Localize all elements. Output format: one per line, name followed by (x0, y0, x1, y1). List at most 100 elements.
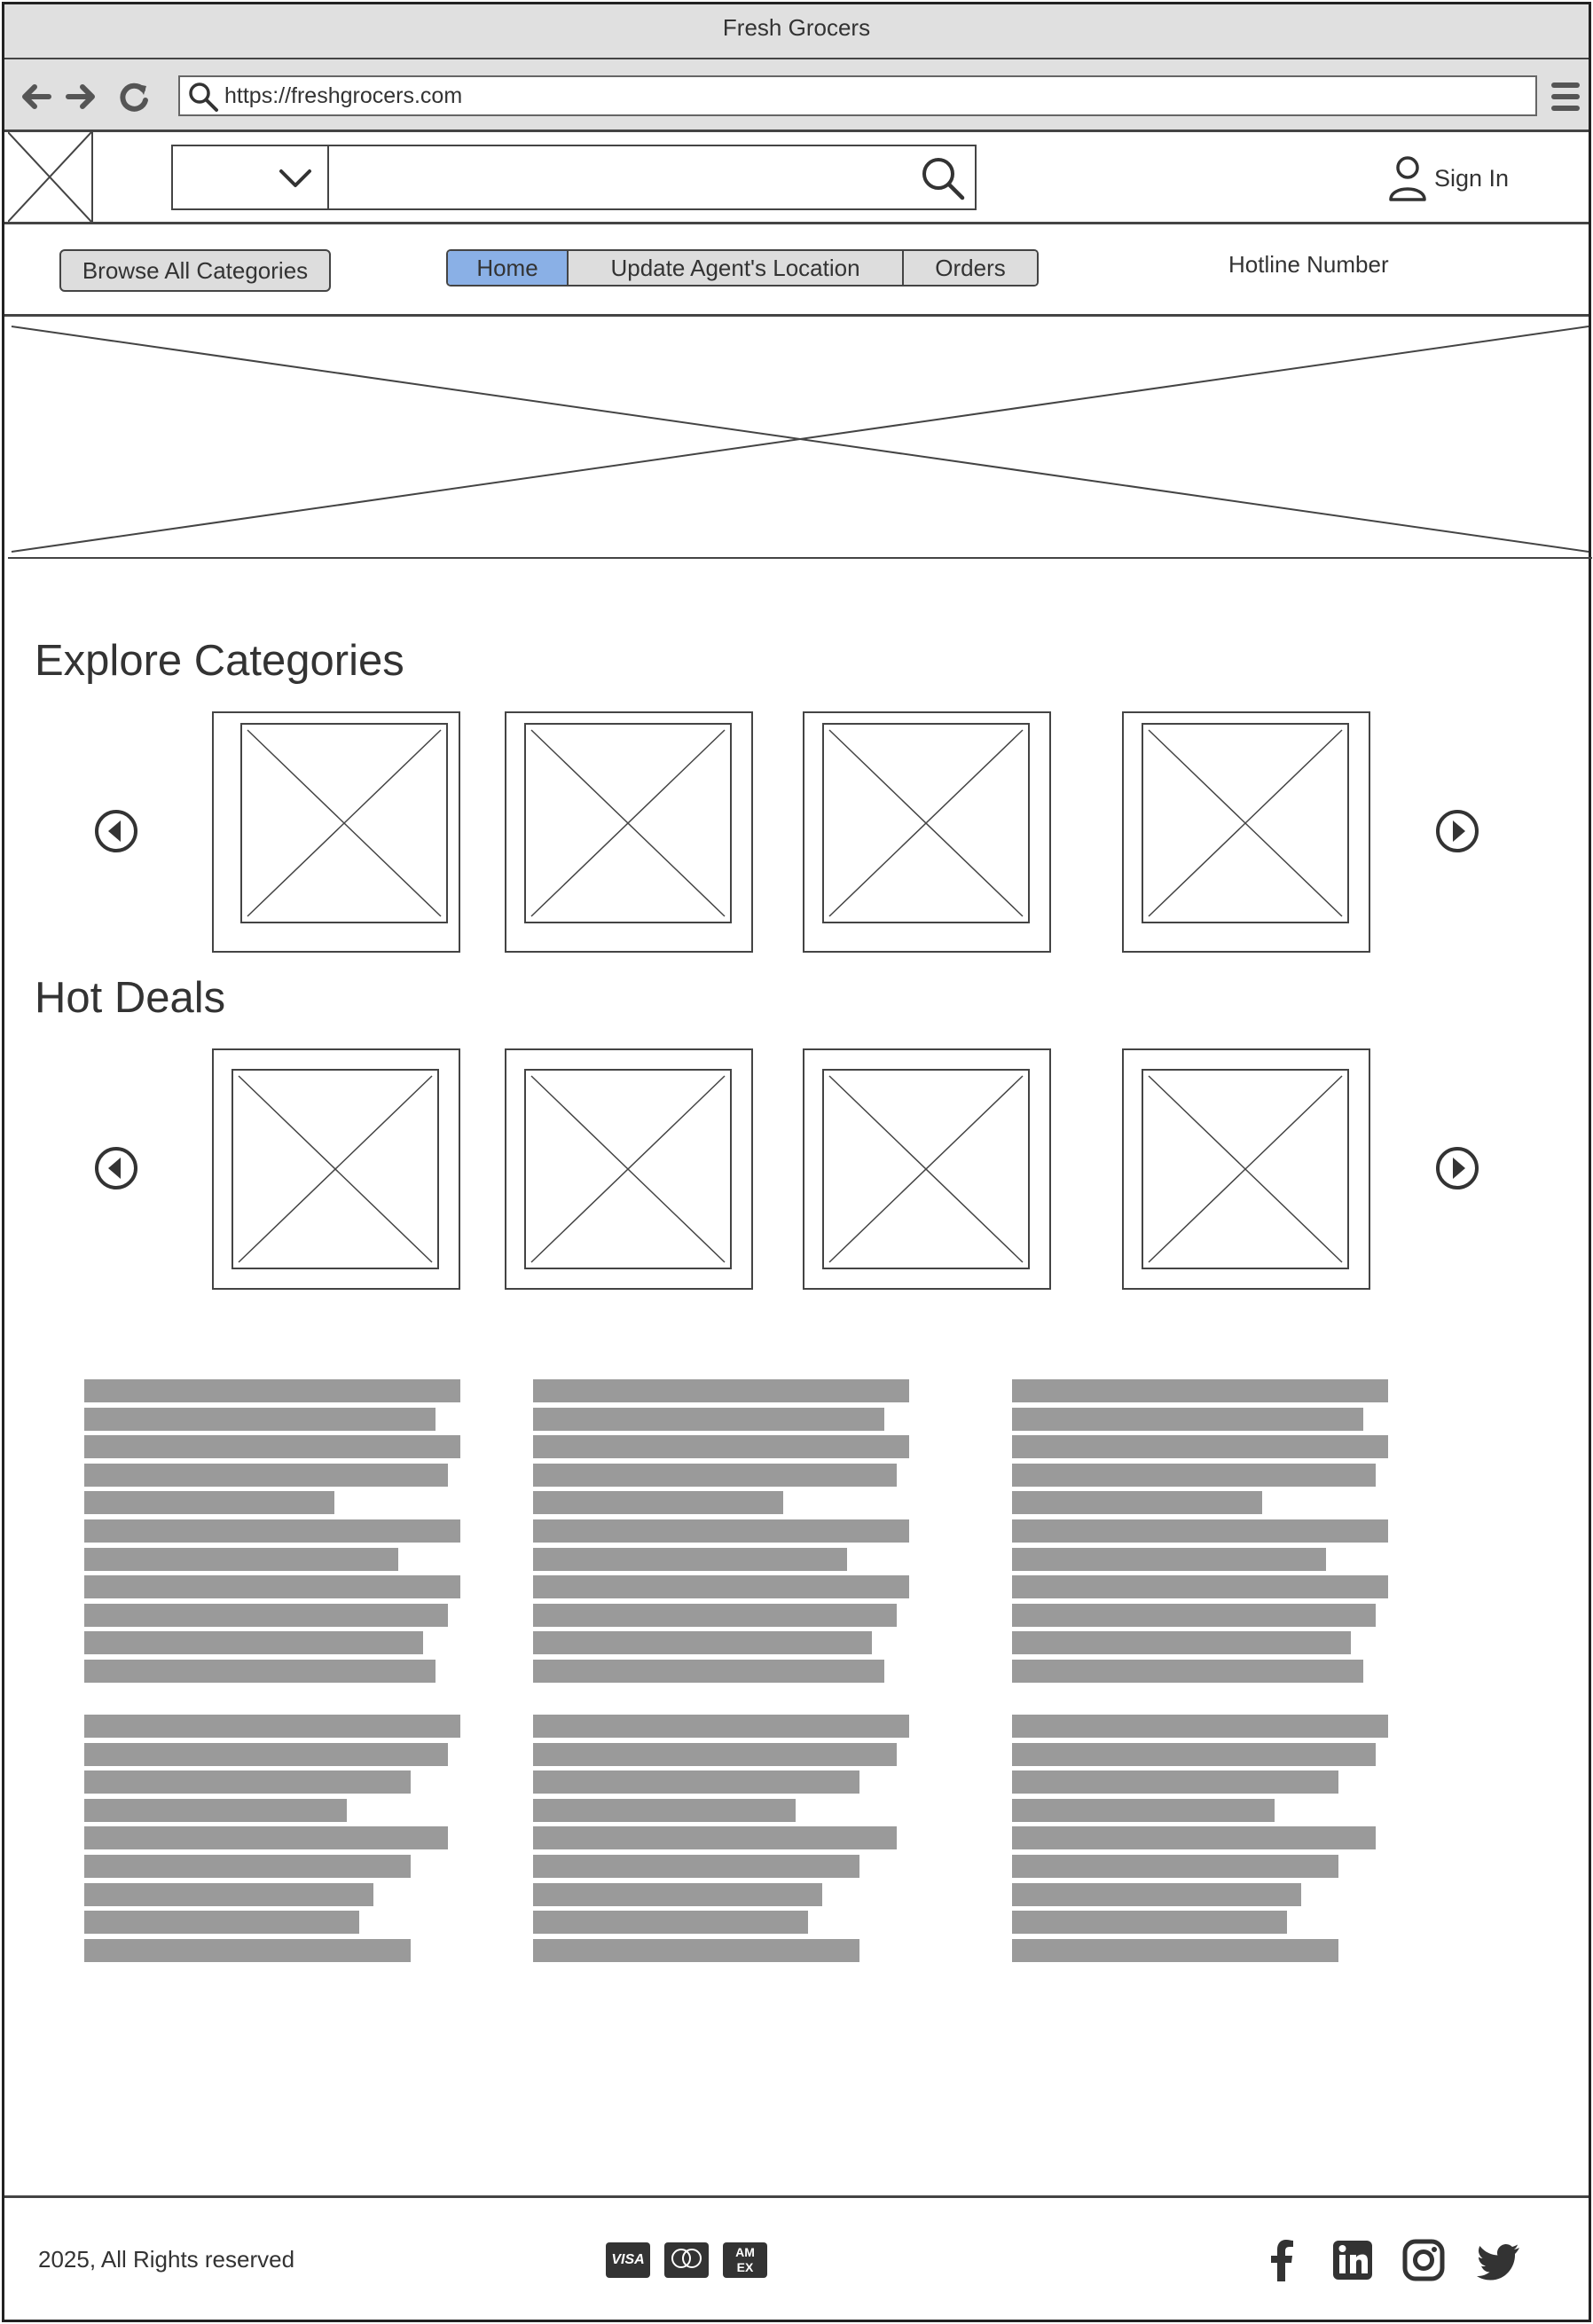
category-card[interactable] (1122, 711, 1370, 953)
hero-banner[interactable] (8, 319, 1592, 559)
tab-orders[interactable]: Orders (904, 251, 1037, 285)
sign-in-button[interactable]: Sign In (1388, 152, 1509, 205)
text-line (84, 1603, 448, 1627)
text-line (84, 1854, 411, 1878)
image-placeholder-icon (240, 723, 448, 923)
text-line (533, 1463, 897, 1487)
forward-arrow-icon[interactable] (63, 79, 98, 114)
text-line (84, 1770, 411, 1794)
reload-icon[interactable] (116, 79, 152, 114)
text-line (84, 1742, 448, 1766)
text-line (84, 1519, 460, 1543)
tab-update-agents-location[interactable]: Update Agent's Location (569, 251, 904, 285)
text-line (84, 1435, 460, 1459)
text-column (84, 1379, 462, 1967)
text-line (533, 1938, 859, 1962)
text-line (84, 1659, 436, 1683)
deal-card[interactable] (505, 1048, 753, 1290)
copyright-text: 2025, All Rights reserved (38, 2246, 295, 2273)
twitter-icon[interactable] (1477, 2237, 1523, 2283)
category-card[interactable] (212, 711, 460, 953)
text-line (1012, 1491, 1262, 1515)
text-line (84, 1938, 411, 1962)
text-line (1012, 1519, 1388, 1543)
text-line (1012, 1435, 1388, 1459)
text-line (84, 1379, 460, 1402)
image-placeholder-icon (822, 723, 1030, 923)
image-placeholder-icon (822, 1069, 1030, 1269)
text-line (1012, 1770, 1338, 1794)
site-header: Sign In (4, 131, 1589, 224)
carousel-next-icon[interactable] (1434, 1145, 1480, 1191)
category-card[interactable] (505, 711, 753, 953)
text-line (533, 1547, 847, 1571)
text-line (533, 1491, 783, 1515)
text-line (533, 1407, 884, 1431)
text-line (1012, 1911, 1287, 1935)
text-line (84, 1463, 448, 1487)
window-title: Fresh Grocers (4, 4, 1589, 59)
text-column (533, 1379, 911, 1967)
deal-card[interactable] (1122, 1048, 1370, 1290)
text-line (1012, 1798, 1275, 1822)
linkedin-icon[interactable] (1330, 2237, 1376, 2283)
nav-tabs: Home Update Agent's Location Orders (446, 249, 1039, 287)
text-line (533, 1742, 897, 1766)
category-card[interactable] (803, 711, 1051, 953)
text-line (533, 1882, 822, 1906)
deal-card[interactable] (803, 1048, 1051, 1290)
chevron-down-icon (279, 169, 311, 187)
browse-all-categories-button[interactable]: Browse All Categories (59, 249, 331, 292)
search-bar (171, 145, 977, 210)
text-line (1012, 1742, 1376, 1766)
text-line (533, 1659, 884, 1683)
text-line (84, 1882, 373, 1906)
search-icon (922, 158, 965, 200)
text-line (1012, 1854, 1338, 1878)
text-line (1012, 1603, 1376, 1627)
text-line (84, 1826, 448, 1850)
url-field[interactable]: https://freshgrocers.com (178, 75, 1537, 116)
text-line (533, 1714, 909, 1738)
text-line (533, 1826, 897, 1850)
text-line (533, 1575, 909, 1599)
text-line (1012, 1379, 1388, 1402)
carousel-next-icon[interactable] (1434, 808, 1480, 854)
facebook-icon[interactable] (1259, 2237, 1305, 2283)
text-line (84, 1547, 398, 1571)
carousel-prev-icon[interactable] (93, 808, 139, 854)
text-line (1012, 1463, 1376, 1487)
text-line (1012, 1826, 1376, 1850)
text-line (84, 1798, 347, 1822)
explore-categories-title: Explore Categories (35, 637, 404, 685)
logo-image-icon (7, 131, 92, 223)
text-line (1012, 1547, 1326, 1571)
image-placeholder-icon (524, 1069, 732, 1269)
logo-placeholder[interactable] (7, 131, 93, 223)
text-line (1012, 1938, 1338, 1962)
text-line (84, 1575, 460, 1599)
text-line (533, 1911, 808, 1935)
category-dropdown[interactable] (173, 146, 329, 208)
text-line (533, 1379, 909, 1402)
text-line (84, 1714, 460, 1738)
instagram-icon[interactable] (1401, 2237, 1447, 2283)
url-text: https://freshgrocers.com (224, 83, 463, 108)
back-arrow-icon[interactable] (19, 79, 54, 114)
deal-card[interactable] (212, 1048, 460, 1290)
text-line (533, 1798, 796, 1822)
hamburger-menu-icon[interactable] (1550, 79, 1581, 114)
text-line (533, 1603, 897, 1627)
search-input[interactable] (331, 146, 907, 208)
search-button[interactable] (909, 146, 977, 208)
visa-icon: VISA (606, 2242, 650, 2278)
amex-icon: AM EX (723, 2242, 767, 2278)
text-line (533, 1854, 859, 1878)
tab-home[interactable]: Home (448, 251, 569, 285)
text-line (84, 1631, 423, 1655)
text-line (533, 1435, 909, 1459)
text-line (84, 1491, 334, 1515)
address-bar: https://freshgrocers.com (4, 59, 1589, 132)
site-footer: 2025, All Rights reserved VISA AM EX (4, 2195, 1589, 2322)
carousel-prev-icon[interactable] (93, 1145, 139, 1191)
